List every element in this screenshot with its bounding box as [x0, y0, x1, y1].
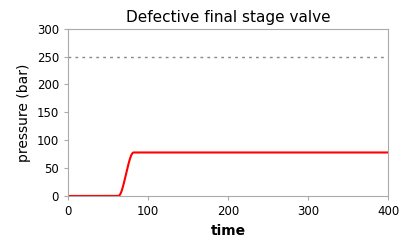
Title: Defective final stage valve: Defective final stage valve	[126, 10, 330, 25]
X-axis label: time: time	[210, 223, 246, 238]
Y-axis label: pressure (bar): pressure (bar)	[17, 63, 31, 162]
